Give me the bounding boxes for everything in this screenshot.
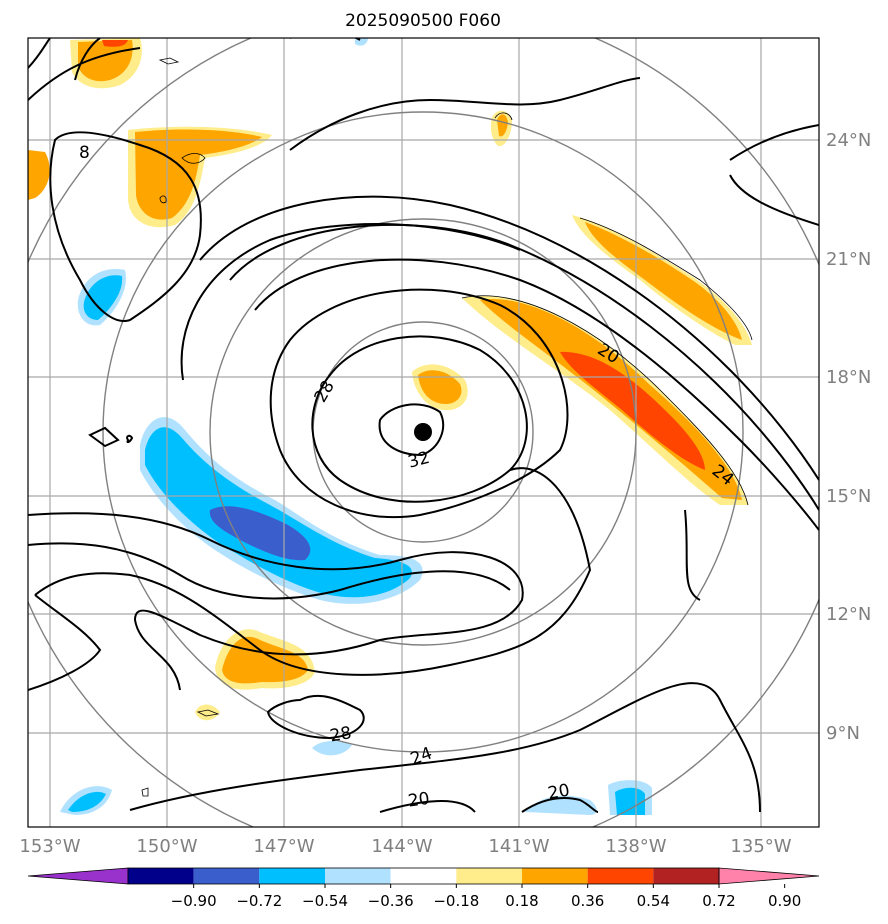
shade-blue-bottom-left-dark	[68, 791, 106, 812]
shade-blue-band	[145, 427, 412, 598]
shade-upper-right-orange	[585, 222, 742, 340]
contour-label: 20	[546, 780, 571, 803]
lat-label: 24°N	[826, 130, 871, 151]
colorbar-swatch	[456, 868, 522, 884]
colorbar-swatch	[259, 868, 325, 884]
lon-label: 141°W	[488, 836, 549, 857]
shade-small-yellow-sw	[195, 704, 220, 721]
lat-label: 15°N	[826, 486, 871, 507]
shaded-fields	[28, 38, 752, 815]
shade-topleft-red	[102, 40, 128, 47]
colorbar-swatch	[653, 868, 719, 884]
colorbar-tick-label: 0.36	[571, 892, 604, 910]
shade-blue-bottom-right-dark	[615, 787, 645, 815]
contour-label: 28	[328, 723, 353, 746]
shade-left-edge	[28, 150, 50, 200]
contour-label: 8	[79, 143, 90, 163]
map-frame	[27, 37, 820, 828]
colorbar-swatch	[390, 868, 457, 884]
lon-label: 138°W	[605, 836, 666, 857]
colorbar-swatch	[522, 868, 588, 884]
colorbar-swatch	[325, 868, 391, 884]
shade-ne-band-red	[560, 351, 705, 470]
figure-title: 2025090500 F060	[345, 11, 501, 31]
colorbar-tick-label: 0.54	[637, 892, 670, 910]
lon-label: 147°W	[253, 836, 314, 857]
colorbar-tick-label: −0.36	[368, 892, 414, 910]
lat-label: 21°N	[826, 249, 871, 270]
colorbar-extension-min	[27, 867, 129, 885]
lon-label: 144°W	[371, 836, 432, 857]
lat-label: 18°N	[826, 367, 871, 388]
colorbar-swatch	[193, 868, 260, 884]
colorbar-tick-label: 0.90	[768, 892, 801, 910]
longitude-labels: 153°W 150°W 147°W 144°W 141°W 138°W 135°…	[19, 836, 791, 857]
lon-label: 153°W	[19, 836, 80, 857]
shade-blue-upperleft	[83, 275, 123, 320]
lat-label: 9°N	[826, 723, 860, 744]
colorbar-tick-label: −0.90	[171, 892, 217, 910]
shade-top-center-small-orange	[497, 114, 508, 137]
colorbar-tick-label: −0.18	[433, 892, 479, 910]
colorbar-tick-label: −0.54	[302, 892, 348, 910]
shade-topleft-blob	[78, 40, 133, 82]
colorbar-tick-label: −0.72	[236, 892, 282, 910]
colorbar-swatch	[587, 868, 654, 884]
latitude-labels: 24°N 21°N 18°N 15°N 12°N 9°N	[826, 130, 871, 744]
colorbar-frame	[127, 867, 720, 885]
colorbar-tick-label: 0.72	[702, 892, 735, 910]
colorbar-extension-max	[718, 867, 820, 885]
lat-label: 12°N	[826, 604, 871, 625]
lon-label: 150°W	[136, 836, 197, 857]
colorbar-swatch	[128, 868, 194, 884]
colorbar: −0.90 −0.72 −0.54 −0.36 −0.18 0.18 0.36 0.54 0.7…	[27, 867, 820, 910]
contour-label: 20	[407, 789, 431, 812]
thin-contours	[141, 57, 753, 797]
lon-label: 135°W	[730, 836, 791, 857]
shade-blue-band-dark	[209, 506, 311, 561]
storm-center-marker	[414, 423, 432, 441]
graticule	[28, 38, 819, 827]
shade-blue-small-sw	[312, 740, 352, 756]
colorbar-tick-label: 0.18	[505, 892, 538, 910]
map-panel: 8 28 32 20 24 28 24 20 20 153°W 150°W 14…	[19, 37, 871, 857]
contour-lines	[28, 38, 819, 813]
shade-center-blob	[418, 370, 462, 404]
